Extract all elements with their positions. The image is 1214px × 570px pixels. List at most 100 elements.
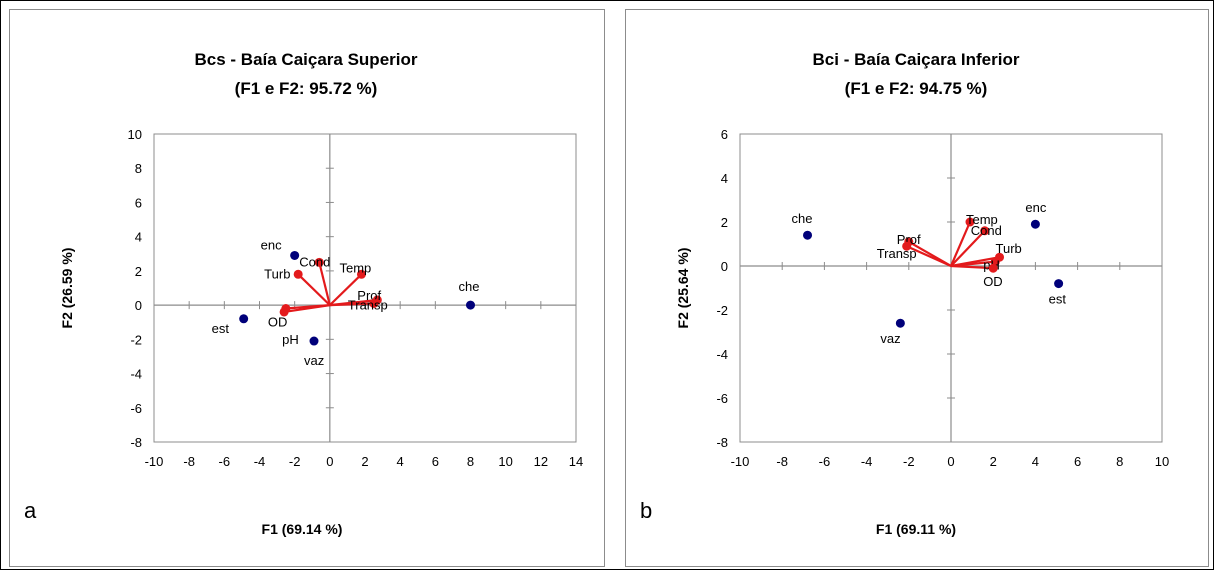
variable-vector (906, 245, 952, 268)
observation-point (1030, 219, 1040, 229)
y-tick-label: 8 (135, 161, 142, 176)
y-tick-label: 2 (721, 215, 728, 230)
variable-label: Temp (339, 260, 371, 275)
x-tick-label: 2 (990, 454, 997, 469)
variable-point (356, 269, 366, 279)
x-tick-label: -6 (819, 454, 831, 469)
observation-label: che (792, 211, 813, 226)
x-tick-label: 6 (432, 454, 439, 469)
x-tick-label: -8 (183, 454, 195, 469)
variable-vector (950, 230, 986, 267)
variable-point (988, 263, 998, 273)
x-tick-label: 8 (1116, 454, 1123, 469)
variable-vector (950, 264, 994, 270)
observation-label: est (1049, 292, 1067, 307)
x-tick-label: 10 (1155, 454, 1169, 469)
variable-vector (949, 221, 971, 267)
variable-vector (329, 302, 374, 307)
observation-point (895, 318, 905, 328)
variable-vector (329, 273, 363, 306)
chart-subtitle: (F1 e F2: 94.75 %) (845, 79, 988, 98)
variable-point (369, 298, 379, 308)
x-axis-label: F1 (69.11 %) (876, 521, 956, 537)
panel-letter: a (24, 498, 37, 523)
y-axis-label: F2 (26.59 %) (59, 248, 75, 329)
observation-label: enc (1025, 200, 1046, 215)
variable-point (965, 217, 975, 227)
observation-label: est (212, 321, 230, 336)
variable-point (314, 257, 324, 267)
y-tick-label: 4 (135, 230, 142, 245)
variable-label: OD (268, 315, 288, 330)
y-tick-label: -8 (716, 435, 728, 450)
y-tick-label: 10 (128, 127, 142, 142)
variable-vector (297, 273, 331, 306)
x-tick-label: -4 (254, 454, 266, 469)
variable-label: Transp (348, 297, 388, 312)
x-tick-label: 12 (534, 454, 548, 469)
observation-label: vaz (880, 331, 900, 346)
y-tick-label: -4 (130, 367, 142, 382)
variable-label: Temp (966, 212, 998, 227)
panel-letter: b (640, 498, 652, 523)
x-tick-label: -8 (776, 454, 788, 469)
x-tick-label: 8 (467, 454, 474, 469)
observation-label: enc (261, 237, 282, 252)
x-axis-label: F1 (69.14 %) (262, 521, 343, 537)
y-tick-label: 2 (135, 264, 142, 279)
variable-vector (318, 262, 331, 306)
variable-vector (283, 304, 330, 314)
x-tick-label: 0 (326, 454, 333, 469)
variable-label: pH (282, 332, 299, 347)
variable-label: Transp (877, 246, 917, 261)
observation-point (466, 300, 475, 310)
chart-title: Bci - Baía Caiçara Inferior (813, 50, 1020, 69)
variable-label: Turb (264, 266, 290, 281)
variable-label: Cond (299, 254, 330, 269)
x-tick-label: -2 (903, 454, 915, 469)
x-tick-label: -4 (861, 454, 873, 469)
observation-label: che (459, 279, 480, 294)
variable-point (279, 307, 289, 317)
y-tick-label: -2 (716, 303, 728, 318)
y-tick-label: 6 (721, 127, 728, 142)
x-tick-label: 10 (498, 454, 512, 469)
variable-vector (950, 260, 996, 268)
variable-point (902, 241, 912, 251)
observation-point (239, 314, 249, 324)
variable-point (980, 226, 990, 236)
variable-label: OD (983, 274, 1003, 289)
variable-label: Turb (996, 241, 1022, 256)
x-tick-label: 4 (1032, 454, 1039, 469)
y-tick-label: -6 (130, 401, 142, 416)
x-tick-label: 0 (947, 454, 954, 469)
chart-subtitle: (F1 e F2: 95.72 %) (235, 79, 378, 98)
y-tick-label: -2 (130, 332, 142, 347)
chart-panel-a: -10 -8 -6 -4 -2 0 2 4 6 8 10 12 14 -8 -6 -4 -2 0 2 4 6 8 10 Bcs… (9, 9, 605, 567)
observation-point (290, 250, 300, 260)
chart-title: Bcs - Baía Caiçara Superior (195, 50, 418, 69)
variable-label: Cond (971, 223, 1002, 238)
x-tick-label: -10 (731, 454, 750, 469)
x-tick-label: -10 (145, 454, 164, 469)
variable-label: Prof (357, 288, 381, 303)
observation-point (309, 336, 319, 346)
x-tick-label: 4 (397, 454, 404, 469)
y-tick-label: -6 (716, 391, 728, 406)
x-tick-label: -2 (289, 454, 301, 469)
plot-area (153, 133, 577, 443)
x-tick-label: 14 (569, 454, 583, 469)
chart-panel-b: -10 -8 -6 -4 -2 0 2 4 6 8 10 -8 -6 -4 -2 0 2 4 6 Bci - Baía… (625, 9, 1209, 567)
y-tick-label: 6 (135, 195, 142, 210)
y-tick-label: 0 (135, 298, 142, 313)
observation-point (1054, 279, 1064, 289)
y-tick-label: -4 (716, 347, 728, 362)
y-tick-label: 4 (721, 171, 728, 186)
x-tick-label: 6 (1074, 454, 1081, 469)
observation-label: vaz (304, 353, 324, 368)
observation-point (803, 230, 813, 240)
x-tick-label: 2 (361, 454, 368, 469)
variable-label: Prof (897, 232, 921, 247)
x-tick-label: -6 (219, 454, 231, 469)
